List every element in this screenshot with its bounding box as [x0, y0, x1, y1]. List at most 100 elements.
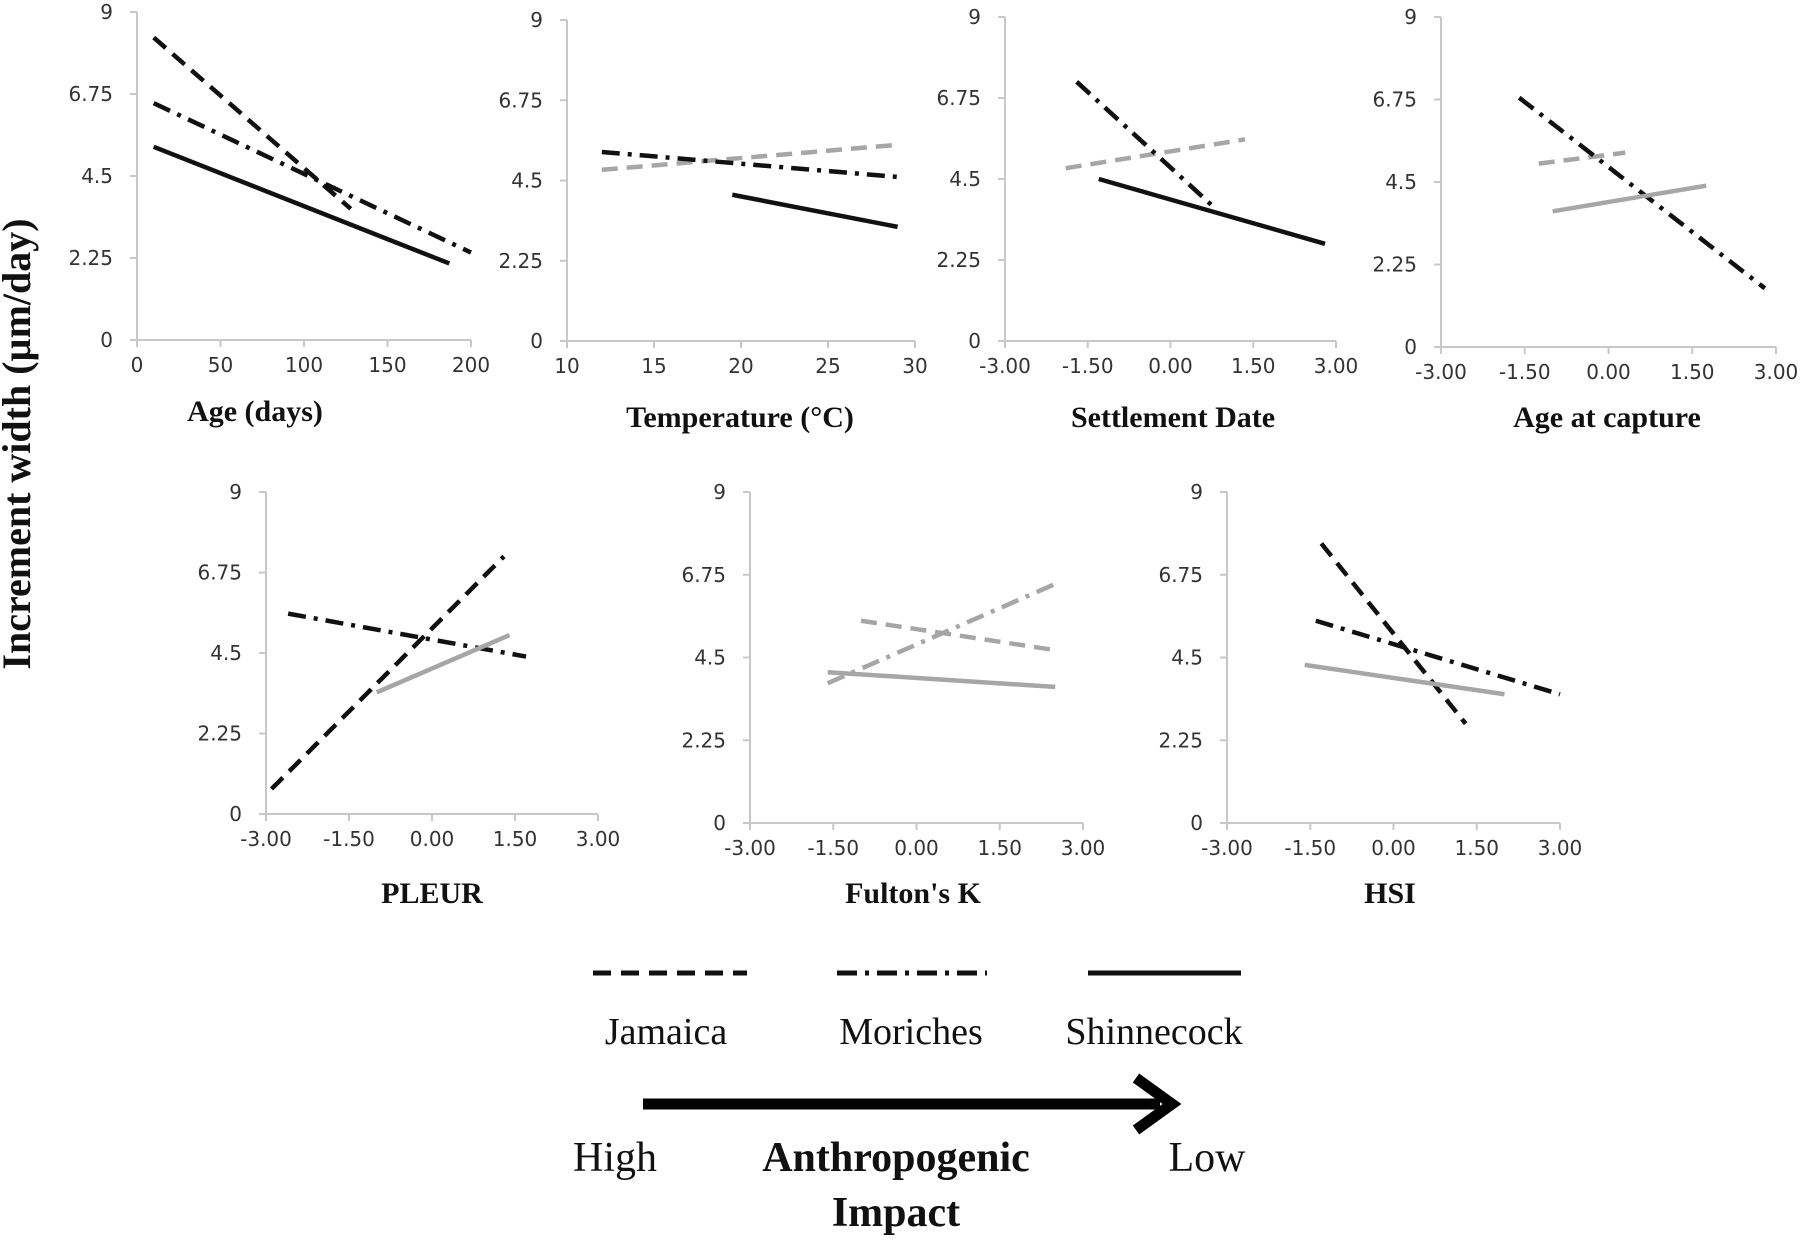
x-tick-label: -3.00 [1415, 360, 1467, 384]
x-tick-label: -3.00 [979, 354, 1031, 378]
y-tick-label: 6.75 [197, 561, 242, 585]
x-axis-label: HSI [1364, 877, 1416, 910]
series-line-moriches [152, 101, 472, 255]
y-tick-label: 2.25 [1158, 728, 1203, 752]
x-axis-label: Fulton's K [845, 877, 982, 910]
y-tick-label: 9 [530, 8, 543, 32]
series-line-moriches [1075, 80, 1217, 210]
impact-high-label: High [573, 1135, 657, 1181]
x-tick-label: -1.50 [1062, 354, 1114, 378]
x-axis-label: Temperature (°C) [626, 401, 854, 434]
x-tick-label: -1.50 [1284, 836, 1336, 860]
impact-title-line2: Impact [832, 1190, 960, 1236]
series-line-shinnecock [1552, 183, 1707, 214]
impact-scale: High Anthropogenic Impact Low [573, 1073, 1247, 1236]
x-tick-label: 1.50 [1231, 354, 1276, 378]
x-tick-label: 100 [285, 353, 323, 377]
x-axis-label: PLEUR [381, 877, 483, 910]
series-line-shinnecock [375, 633, 511, 695]
legend-label-jamaica: Jamaica [605, 1011, 728, 1053]
series-line-jamaica [1065, 137, 1246, 171]
series-line-jamaica [1319, 542, 1468, 726]
x-tick-label: -3.00 [724, 836, 776, 860]
x-tick-label: 3.00 [1061, 836, 1106, 860]
y-tick-label: 0 [100, 328, 113, 352]
x-tick-label: 3.00 [576, 827, 621, 851]
y-tick-label: 0 [1190, 811, 1203, 835]
y-tick-label: 0 [229, 802, 242, 826]
x-axis-label: Age (days) [187, 395, 323, 428]
x-axis-label: Settlement Date [1071, 401, 1275, 434]
y-tick-label: 2.25 [936, 248, 981, 272]
impact-low-label: Low [1169, 1135, 1247, 1181]
y-tick-label: 4.5 [81, 164, 113, 188]
y-tick-label: 9 [713, 480, 726, 504]
y-tick-label: 9 [100, 0, 113, 24]
chart-panel-fulton-s-k: 0 2.25 4.5 6.75 9 -3.00 -1.50 0.00 1.50 3.00 Fulto… [681, 480, 1105, 910]
legend: Jamaica Moriches Shinnecock [593, 970, 1243, 1053]
chart-panel-age-at-capture: 0 2.25 4.5 6.75 9 -3.00 -1.50 0.00 1.50 3.00 Age a… [1372, 5, 1798, 434]
y-tick-label: 9 [1404, 5, 1417, 29]
x-tick-label: 10 [554, 354, 579, 378]
y-tick-label: 6.75 [1372, 88, 1417, 112]
y-tick-label: 9 [968, 5, 981, 29]
y-tick-label: 9 [1190, 480, 1203, 504]
series-line-jamaica [860, 618, 1056, 653]
legend-label-shinnecock: Shinnecock [1065, 1011, 1242, 1053]
impact-arrow-head [1132, 1073, 1182, 1135]
x-tick-label: 25 [815, 354, 840, 378]
y-tick-label: 6.75 [1158, 563, 1203, 587]
x-tick-label: 3.00 [1754, 360, 1799, 384]
series-line-moriches [1517, 95, 1767, 291]
y-tick-label: 0 [530, 329, 543, 353]
x-tick-label: 0.00 [1586, 360, 1631, 384]
y-tick-label: 6.75 [68, 82, 113, 106]
x-tick-label: -1.50 [807, 836, 859, 860]
series-line-moriches [287, 611, 527, 659]
x-tick-label: 0.00 [1371, 836, 1416, 860]
series-line-moriches [1315, 618, 1561, 697]
x-tick-label: -3.00 [1201, 836, 1253, 860]
series-line-shinnecock [152, 144, 451, 266]
x-tick-label: 20 [728, 354, 753, 378]
x-tick-label: 30 [902, 354, 927, 378]
series-line-shinnecock [827, 669, 1056, 690]
x-tick-label: 15 [641, 354, 666, 378]
y-tick-label: 4.5 [949, 167, 981, 191]
y-axis-label: Increment width (µm/day) [0, 218, 39, 669]
y-tick-label: 9 [229, 480, 242, 504]
y-tick-label: 2.25 [681, 728, 726, 752]
y-tick-label: 6.75 [681, 563, 726, 587]
series-line-moriches [826, 581, 1057, 686]
y-tick-label: 6.75 [498, 88, 543, 112]
y-tick-label: 4.5 [511, 169, 543, 193]
x-tick-label: 1.50 [1670, 360, 1715, 384]
series-line-shinnecock [731, 192, 899, 230]
x-tick-label: -3.00 [240, 827, 292, 851]
x-tick-label: 3.00 [1538, 836, 1583, 860]
series-line-jamaica [152, 35, 353, 211]
chart-panel-settlement-date: 0 2.25 4.5 6.75 9 -3.00 -1.50 0.00 1.50 3.00 Settl… [936, 5, 1358, 434]
x-tick-label: -1.50 [1499, 360, 1551, 384]
series-line-shinnecock [1098, 176, 1326, 246]
series-line-moriches [601, 149, 898, 180]
series-line-shinnecock [1304, 662, 1505, 697]
x-tick-label: 50 [208, 353, 233, 377]
x-tick-label: 3.00 [1314, 354, 1359, 378]
y-tick-label: 0 [1404, 335, 1417, 359]
chart-panel-temperature-c: 0 2.25 4.5 6.75 9 10 15 20 25 30 Temperature (°C) [498, 8, 927, 434]
series-line-jamaica [1538, 150, 1626, 166]
x-tick-label: 0 [131, 353, 144, 377]
x-tick-label: 1.50 [493, 827, 538, 851]
x-tick-label: 200 [452, 353, 490, 377]
y-tick-label: 4.5 [1171, 646, 1203, 670]
chart-panel-hsi: 0 2.25 4.5 6.75 9 -3.00 -1.50 0.00 1.50 3.00 HSI [1158, 480, 1582, 910]
impact-title-line1: Anthropogenic [762, 1135, 1030, 1181]
y-tick-label: 4.5 [694, 646, 726, 670]
y-tick-label: 4.5 [210, 641, 242, 665]
x-tick-label: 150 [368, 353, 406, 377]
y-tick-label: 2.25 [1372, 253, 1417, 277]
x-tick-label: 0.00 [1148, 354, 1193, 378]
